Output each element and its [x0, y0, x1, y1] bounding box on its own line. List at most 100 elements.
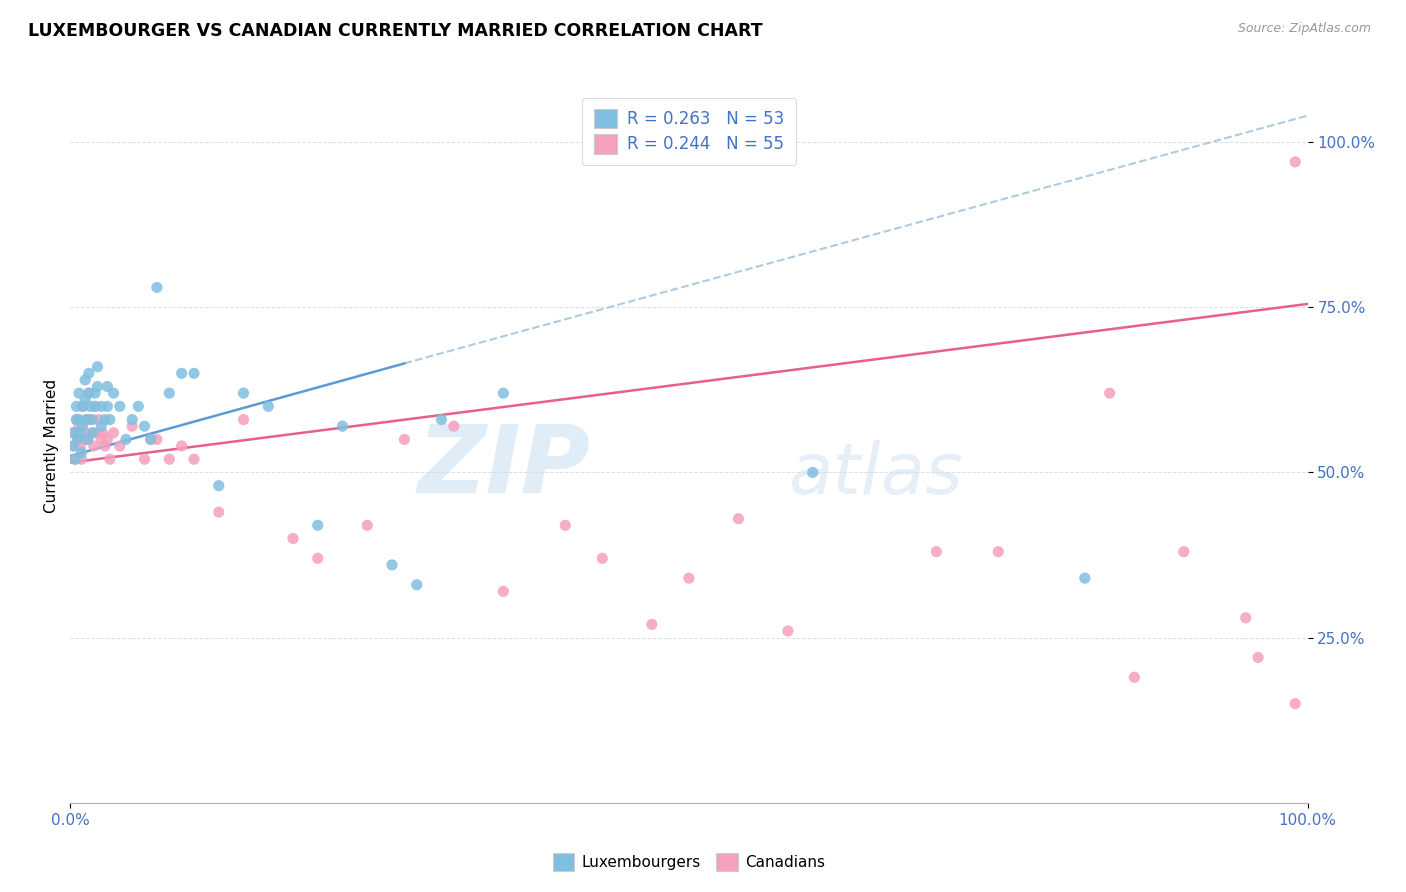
Point	[84, 400, 107, 414]
Point	[86, 425, 108, 440]
Point	[1247, 650, 1270, 665]
Point	[69, 425, 91, 440]
Point	[66, 433, 89, 447]
Point	[591, 551, 613, 566]
Point	[443, 419, 465, 434]
Point	[82, 425, 104, 440]
Point	[90, 433, 112, 447]
Point	[82, 425, 104, 440]
Point	[208, 478, 231, 492]
Point	[75, 392, 97, 407]
Point	[76, 433, 98, 447]
Point	[62, 425, 84, 440]
Point	[554, 518, 576, 533]
Point	[925, 545, 948, 559]
Point	[157, 386, 180, 401]
Point	[641, 617, 664, 632]
Point	[75, 412, 97, 426]
Point	[83, 439, 105, 453]
Point	[63, 439, 86, 453]
Point	[121, 419, 143, 434]
Legend: Luxembourgers, Canadians: Luxembourgers, Canadians	[547, 847, 831, 877]
Point	[67, 419, 90, 434]
Text: LUXEMBOURGER VS CANADIAN CURRENTLY MARRIED CORRELATION CHART: LUXEMBOURGER VS CANADIAN CURRENTLY MARRI…	[28, 22, 762, 40]
Point	[84, 400, 107, 414]
Point	[98, 412, 121, 426]
Point	[77, 386, 100, 401]
Point	[96, 433, 118, 447]
Point	[67, 412, 90, 426]
Point	[90, 419, 112, 434]
Point	[139, 433, 162, 447]
Point	[492, 584, 515, 599]
Point	[281, 532, 304, 546]
Text: Source: ZipAtlas.com: Source: ZipAtlas.com	[1237, 22, 1371, 36]
Point	[79, 412, 101, 426]
Point	[67, 386, 90, 401]
Point	[146, 280, 169, 294]
Point	[87, 412, 110, 426]
Point	[108, 400, 131, 414]
Point	[307, 518, 329, 533]
Point	[134, 452, 156, 467]
Point	[1098, 386, 1121, 401]
Point	[1284, 154, 1306, 169]
Point	[103, 386, 125, 401]
Point	[332, 419, 354, 434]
Point	[170, 367, 193, 381]
Point	[75, 373, 97, 387]
Point	[208, 505, 231, 519]
Point	[987, 545, 1010, 559]
Point	[1234, 611, 1257, 625]
Point	[776, 624, 799, 638]
Point	[801, 466, 824, 480]
Point	[98, 452, 121, 467]
Text: atlas: atlas	[787, 440, 963, 509]
Point	[79, 400, 101, 414]
Point	[65, 452, 87, 467]
Point	[77, 367, 100, 381]
Point	[91, 425, 114, 440]
Point	[430, 412, 453, 426]
Point	[70, 452, 93, 467]
Point	[86, 359, 108, 374]
Point	[66, 433, 89, 447]
Point	[90, 400, 112, 414]
Y-axis label: Currently Married: Currently Married	[44, 379, 59, 513]
Point	[1123, 670, 1146, 684]
Point	[96, 379, 118, 393]
Point	[183, 452, 205, 467]
Point	[72, 400, 94, 414]
Point	[1074, 571, 1097, 585]
Point	[121, 412, 143, 426]
Point	[405, 578, 427, 592]
Text: ZIP: ZIP	[418, 421, 591, 514]
Point	[257, 400, 280, 414]
Point	[492, 386, 515, 401]
Point	[170, 439, 193, 453]
Point	[65, 400, 87, 414]
Point	[76, 433, 98, 447]
Point	[307, 551, 329, 566]
Point	[115, 433, 138, 447]
Point	[356, 518, 378, 533]
Point	[232, 412, 254, 426]
Point	[75, 412, 97, 426]
Point	[72, 419, 94, 434]
Point	[86, 379, 108, 393]
Point	[108, 439, 131, 453]
Point	[77, 386, 100, 401]
Point	[232, 386, 254, 401]
Point	[678, 571, 700, 585]
Point	[727, 511, 749, 525]
Point	[65, 452, 87, 467]
Point	[84, 386, 107, 401]
Point	[63, 425, 86, 440]
Point	[146, 433, 169, 447]
Point	[94, 439, 117, 453]
Point	[65, 412, 87, 426]
Point	[94, 412, 117, 426]
Point	[75, 425, 97, 440]
Point	[139, 433, 162, 447]
Point	[82, 412, 104, 426]
